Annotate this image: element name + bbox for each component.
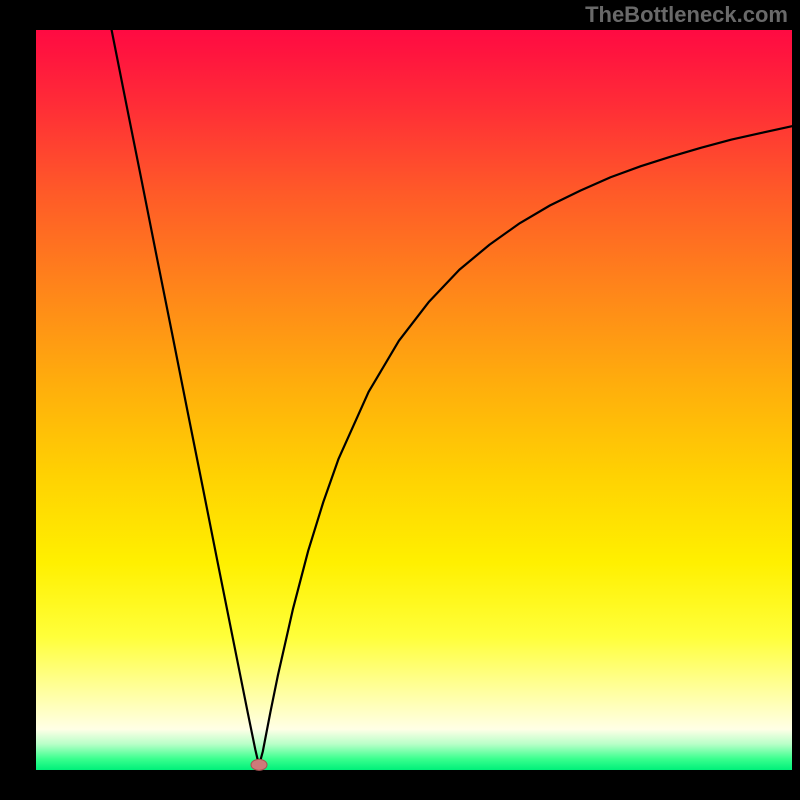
watermark-text: TheBottleneck.com <box>585 2 788 28</box>
chart-container: TheBottleneck.com <box>0 0 800 800</box>
optimal-point-marker <box>251 759 267 770</box>
bottleneck-chart <box>0 0 800 800</box>
plot-background <box>36 30 792 770</box>
